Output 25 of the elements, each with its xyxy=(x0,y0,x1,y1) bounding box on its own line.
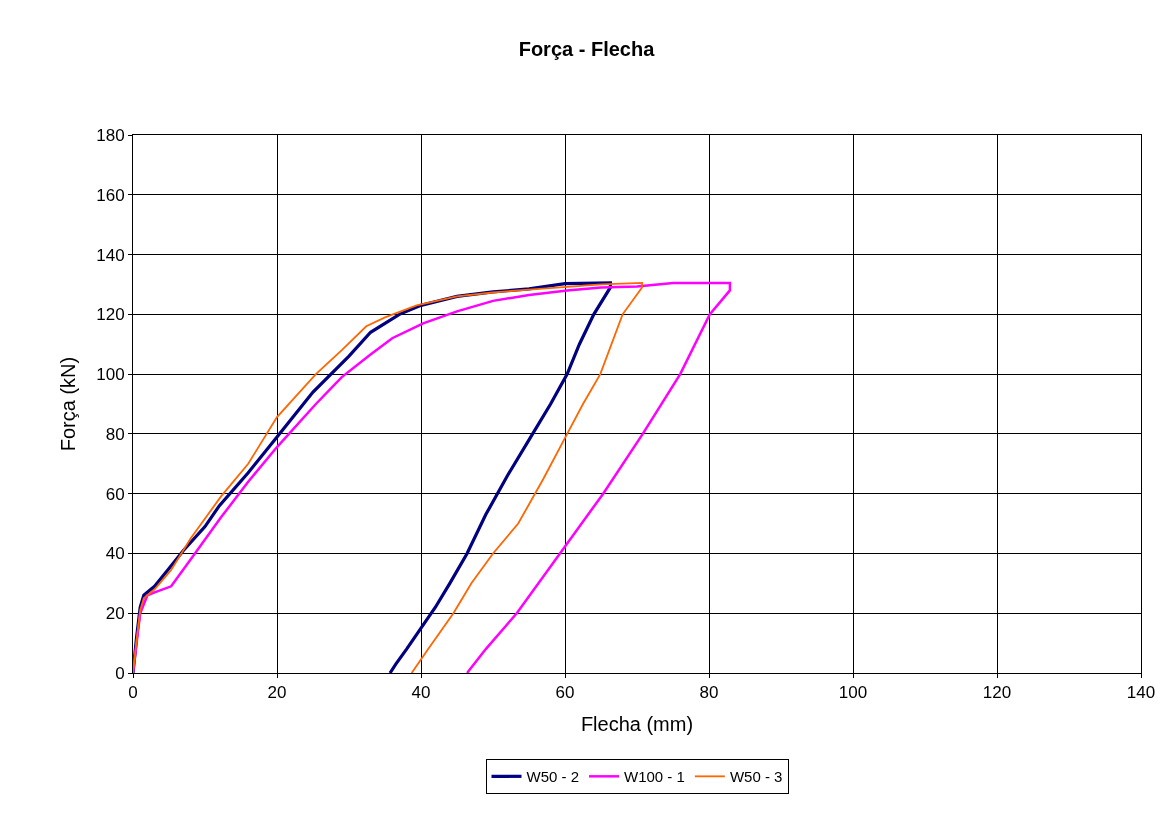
y-tick-label: 40 xyxy=(105,544,125,564)
chart-title: Força - Flecha xyxy=(518,37,656,60)
x-axis-title: Flecha (mm) xyxy=(580,712,694,735)
y-tick-label: 180 xyxy=(96,125,125,145)
legend-label: W100 - 1 xyxy=(624,768,685,786)
line-series xyxy=(133,281,732,673)
y-tick-label: 0 xyxy=(115,663,125,683)
x-tick-label: 100 xyxy=(838,683,868,703)
x-tick-label: 80 xyxy=(699,683,719,703)
y-tick-label: 160 xyxy=(96,185,125,205)
x-tick-label: 60 xyxy=(555,683,575,703)
x-tick-label: 120 xyxy=(982,683,1012,703)
x-tick-label: 40 xyxy=(411,683,431,703)
y-tick-label: 120 xyxy=(96,305,125,325)
x-tick-label: 20 xyxy=(267,683,287,703)
legend-label: W50 - 2 xyxy=(526,768,580,786)
y-axis-title: Força (kN) xyxy=(56,356,79,452)
x-tick-label: 140 xyxy=(1126,683,1156,703)
legend-label: W50 - 3 xyxy=(729,768,783,786)
y-tick-label: 20 xyxy=(105,604,125,624)
y-tick-label: 60 xyxy=(105,484,125,504)
y-tick-label: 100 xyxy=(96,365,125,385)
x-tick-label: 0 xyxy=(128,683,138,703)
y-tick-label: 80 xyxy=(105,424,125,444)
y-tick-label: 140 xyxy=(96,245,125,265)
